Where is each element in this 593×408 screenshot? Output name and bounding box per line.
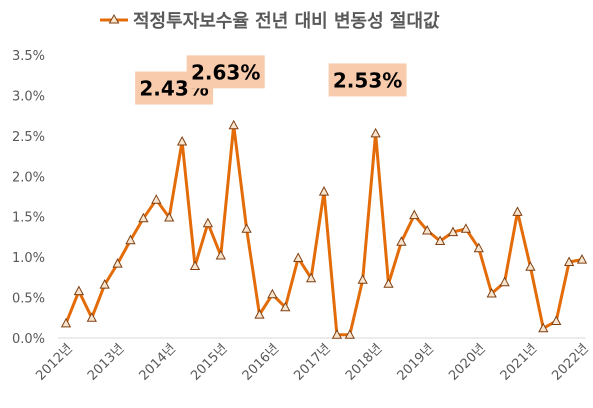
data-point xyxy=(357,274,368,284)
x-tick-label: 2019년 xyxy=(395,341,437,383)
data-point xyxy=(267,288,278,299)
legend: 적정투자보수율 전년 대비 변동성 절대값 xyxy=(100,11,440,32)
x-tick-label: 2021년 xyxy=(498,341,540,383)
y-tick-label: 3.0% xyxy=(12,89,45,104)
y-tick-label: 0.0% xyxy=(12,332,45,347)
series-line xyxy=(64,123,584,337)
data-point xyxy=(228,119,239,130)
data-point xyxy=(73,285,85,296)
data-point xyxy=(331,329,343,339)
x-tick-label: 2013년 xyxy=(85,341,127,383)
data-point xyxy=(280,301,291,312)
y-tick-label: 1.5% xyxy=(12,211,45,226)
legend-label: 적정투자보수율 전년 대비 변동성 절대값 xyxy=(133,11,440,32)
callout-label: 2.63% xyxy=(186,55,265,89)
callout-value: 2.53% xyxy=(333,68,402,92)
data-point xyxy=(551,315,562,325)
data-point xyxy=(525,261,536,271)
callout-box xyxy=(328,63,407,97)
data-point xyxy=(486,287,497,298)
x-axis: 2012년 2013년 2014년 2015년 2016년 2017년 2018년 2019년… xyxy=(33,341,591,383)
data-point xyxy=(151,194,162,204)
y-tick-label: 2.0% xyxy=(12,170,45,185)
data-point xyxy=(409,209,420,220)
data-point xyxy=(434,235,446,245)
callout-label: 2.53% xyxy=(328,63,407,97)
data-point xyxy=(576,254,588,264)
data-point xyxy=(86,312,97,322)
data-point xyxy=(125,234,136,245)
x-tick-label: 2015년 xyxy=(188,341,230,383)
data-point xyxy=(112,258,123,268)
data-point xyxy=(460,223,472,233)
data-point xyxy=(202,217,214,228)
data-point xyxy=(305,272,317,283)
data-point xyxy=(499,276,510,287)
y-tick-label: 2.5% xyxy=(12,130,45,145)
data-point xyxy=(396,236,407,246)
data-point xyxy=(383,278,394,288)
series-line-path xyxy=(64,123,584,337)
data-point xyxy=(99,279,110,289)
y-tick-label: 1.0% xyxy=(12,251,45,266)
data-point xyxy=(563,256,575,266)
y-tick-label: 3.5% xyxy=(12,49,45,64)
x-tick-label: 2016년 xyxy=(240,341,282,383)
x-tick-label: 2014년 xyxy=(137,341,179,383)
y-tick-label: 0.5% xyxy=(12,292,45,307)
data-point xyxy=(215,249,226,260)
data-point xyxy=(241,223,252,233)
data-point xyxy=(473,242,484,253)
data-point xyxy=(60,317,72,328)
data-point xyxy=(254,309,265,319)
x-tick-label: 2018년 xyxy=(343,341,385,383)
data-point xyxy=(138,212,149,223)
callout-box xyxy=(186,55,265,89)
data-point xyxy=(176,135,188,146)
x-tick-label: 2017년 xyxy=(291,341,333,383)
x-tick-label: 2020년 xyxy=(446,341,488,383)
data-point xyxy=(512,206,523,216)
y-axis: 0.0% 0.5% 1.0% 1.5% 2.0% 2.5% 3.0% 3.5% xyxy=(12,49,45,347)
data-point xyxy=(318,186,330,196)
data-point xyxy=(370,127,381,138)
legend-marker-triangle-icon xyxy=(108,13,120,24)
data-point xyxy=(189,260,201,270)
x-tick-label: 2022년 xyxy=(549,341,591,383)
data-point xyxy=(422,224,433,235)
callouts: 2.43%2.63% 2.53% xyxy=(135,55,407,105)
data-point xyxy=(293,252,304,262)
data-point xyxy=(344,329,355,339)
callout-value: 2.63% xyxy=(191,60,260,84)
data-point xyxy=(447,226,459,237)
data-point xyxy=(538,322,549,333)
series-markers xyxy=(60,119,588,339)
x-tick-label: 2012년 xyxy=(33,341,75,383)
data-point xyxy=(164,211,175,222)
